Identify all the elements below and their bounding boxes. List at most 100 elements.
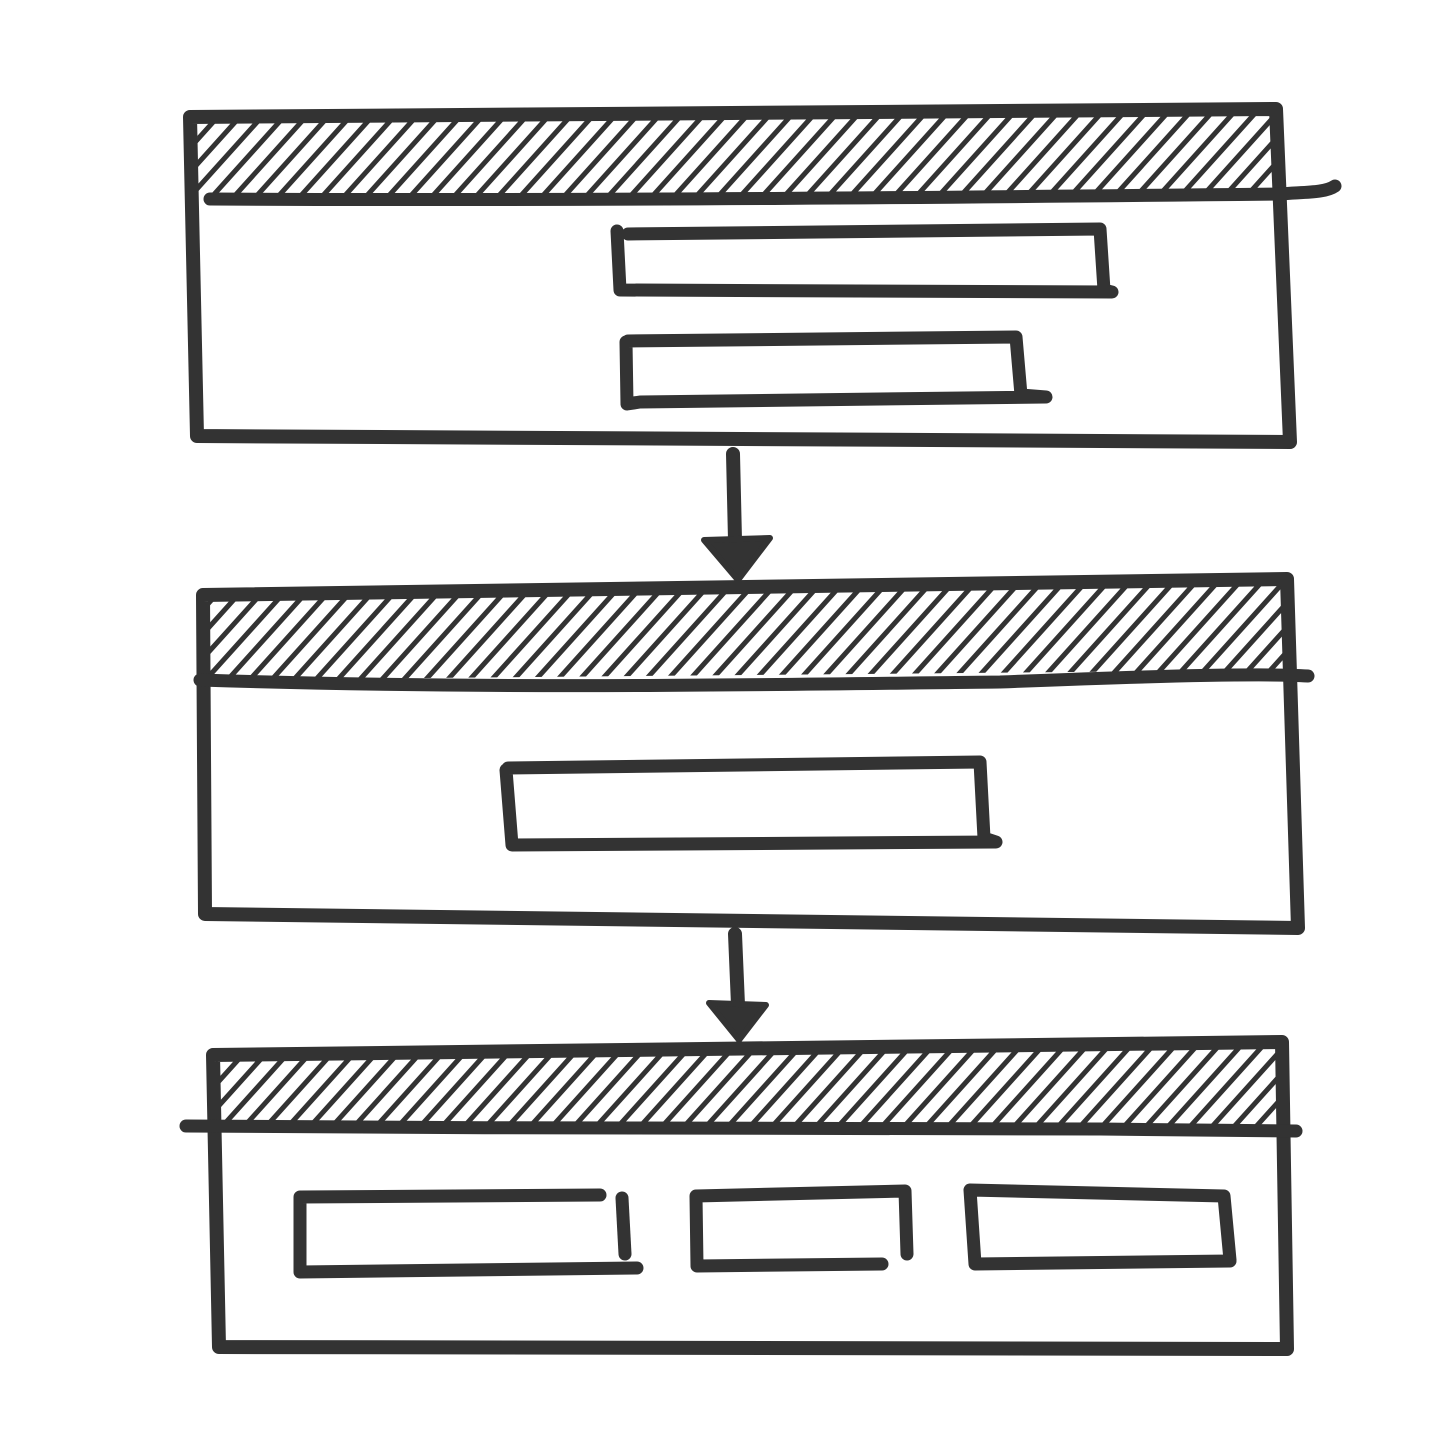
header-hatching	[87, 575, 1290, 690]
hatch-stroke	[95, 110, 181, 205]
hatch-stroke	[894, 1047, 985, 1128]
hatch-stroke	[850, 1047, 941, 1128]
hatch-stroke	[1026, 1047, 1117, 1128]
hatch-stroke	[1136, 1047, 1227, 1128]
hatch-stroke	[290, 114, 381, 200]
hatch-stroke	[1114, 1047, 1205, 1128]
hatch-stroke	[576, 114, 667, 200]
hatch-stroke	[1060, 114, 1151, 200]
hatch-stroke	[906, 114, 997, 200]
hatch-stroke	[532, 114, 623, 200]
hatch-stroke	[598, 114, 689, 200]
hatch-stroke	[652, 1047, 743, 1128]
hatch-stroke	[752, 114, 843, 200]
hatch-stroke	[488, 114, 579, 200]
frame-outline	[206, 1035, 1294, 1356]
hatch-stroke	[656, 584, 765, 680]
hatch-stroke	[312, 114, 403, 200]
frame-2	[87, 572, 1315, 935]
arrow-head-icon	[701, 535, 773, 583]
hatch-stroke	[854, 584, 963, 680]
hatch-stroke	[828, 1047, 919, 1128]
hatch-stroke	[1092, 1047, 1183, 1128]
hatch-stroke	[950, 114, 1041, 200]
hatch-stroke	[964, 584, 1073, 680]
hatch-stroke	[920, 584, 1029, 680]
hatch-stroke	[766, 584, 875, 680]
hatch-stroke	[740, 1047, 831, 1128]
hatch-stroke	[105, 1040, 191, 1135]
hatch-stroke	[722, 584, 831, 680]
hatch-stroke	[444, 114, 535, 200]
hatch-stroke	[1074, 584, 1183, 680]
hatch-stroke	[268, 114, 359, 200]
hatch-stroke	[810, 584, 919, 680]
hatch-stroke	[1082, 114, 1173, 200]
content-block-stroke	[615, 1191, 632, 1261]
hatch-stroke	[730, 114, 821, 200]
hatch-stroke	[986, 584, 1095, 680]
hatch-stroke	[708, 114, 799, 200]
content-block	[689, 1184, 914, 1273]
hatch-stroke	[788, 584, 897, 680]
hatch-stroke	[718, 1047, 809, 1128]
hatch-stroke	[818, 114, 909, 200]
hatch-stroke	[1180, 1047, 1271, 1128]
hatch-stroke	[784, 1047, 875, 1128]
content-block	[499, 755, 1003, 852]
hatch-stroke	[744, 584, 853, 680]
hatch-stroke	[1038, 114, 1129, 200]
hatch-stroke	[916, 1047, 1007, 1128]
content-block	[293, 1188, 644, 1279]
hatch-stroke	[774, 114, 865, 200]
hatch-stroke	[334, 114, 425, 200]
frame-3	[105, 1035, 1379, 1356]
hatch-stroke	[510, 114, 601, 200]
hatch-stroke	[197, 114, 227, 200]
header-divider	[193, 668, 1315, 693]
hatch-stroke	[696, 1047, 787, 1128]
arrow-head-icon	[706, 1000, 769, 1043]
hatch-stroke	[862, 114, 953, 200]
hatch-stroke	[246, 114, 337, 200]
content-block	[610, 222, 1119, 299]
hatch-stroke	[982, 1047, 1073, 1128]
hatch-stroke	[1070, 1047, 1161, 1128]
hatch-stroke	[840, 114, 931, 200]
arrow-line	[728, 927, 745, 1012]
header-divider	[179, 1119, 1303, 1138]
content-block	[963, 1183, 1237, 1271]
hatch-stroke	[994, 114, 1085, 200]
content-block	[619, 330, 1053, 411]
hatch-stroke	[1293, 1040, 1379, 1135]
connector-arrow	[701, 447, 773, 583]
hatch-stroke	[554, 114, 645, 200]
hatch-stroke	[664, 114, 755, 200]
hatch-stroke	[87, 575, 191, 690]
hatch-stroke	[356, 114, 447, 200]
hatch-stroke	[686, 114, 777, 200]
hatch-stroke	[1246, 1047, 1284, 1128]
hatch-stroke	[678, 584, 787, 680]
hatch-stroke	[700, 584, 809, 680]
hatch-stroke	[1048, 1047, 1139, 1128]
hatch-stroke	[832, 584, 941, 680]
hatch-stroke	[642, 114, 733, 200]
hatch-stroke	[422, 114, 513, 200]
hatch-stroke	[674, 1047, 765, 1128]
hatch-stroke	[938, 1047, 1029, 1128]
hatch-stroke	[806, 1047, 897, 1128]
header-hatching	[95, 110, 1278, 205]
header-divider	[203, 179, 1342, 207]
hatch-stroke	[928, 114, 1019, 200]
hatch-stroke	[224, 114, 315, 200]
hatch-stroke	[1030, 584, 1139, 680]
hatch-stroke	[1004, 1047, 1095, 1128]
hatch-stroke	[1052, 584, 1161, 680]
hatch-stroke	[466, 114, 557, 200]
hatch-stroke	[898, 584, 1007, 680]
hatch-stroke	[1224, 1047, 1284, 1128]
hatch-stroke	[796, 114, 887, 200]
hatch-stroke	[620, 114, 711, 200]
